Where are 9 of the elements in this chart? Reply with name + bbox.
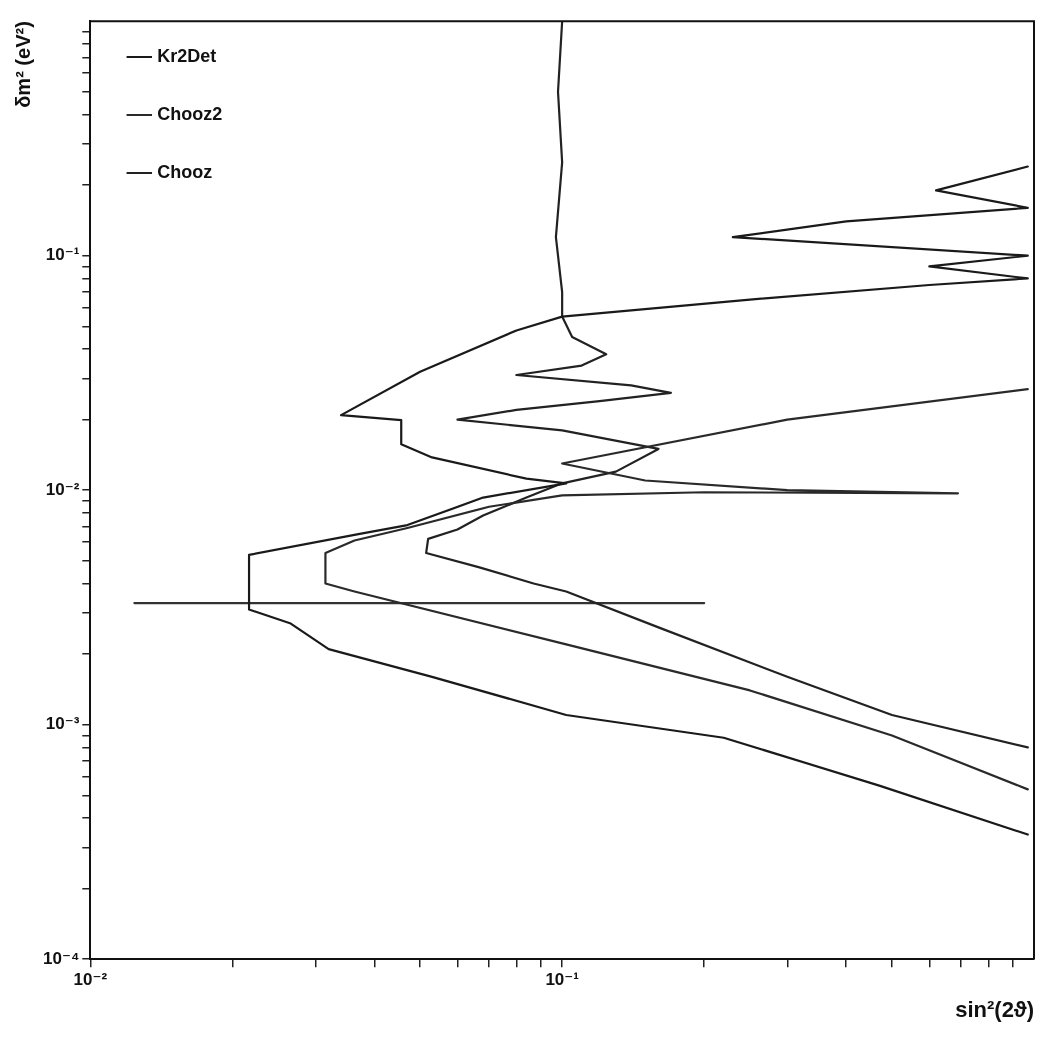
- y-tick-label: 10⁻¹: [45, 245, 80, 265]
- y-tick-label: 10⁻²: [45, 479, 80, 499]
- legend-label: Chooz: [157, 161, 213, 182]
- legend-label: Chooz2: [157, 103, 223, 124]
- y-axis-title: δm² (eV²): [11, 21, 34, 108]
- y-tick-label: 10⁻³: [45, 714, 80, 734]
- x-axis-title: sin²(2ϑ): [955, 996, 1034, 1022]
- y-tick-label: 10⁻⁴: [42, 948, 80, 968]
- legend-label: Kr2Det: [157, 45, 217, 66]
